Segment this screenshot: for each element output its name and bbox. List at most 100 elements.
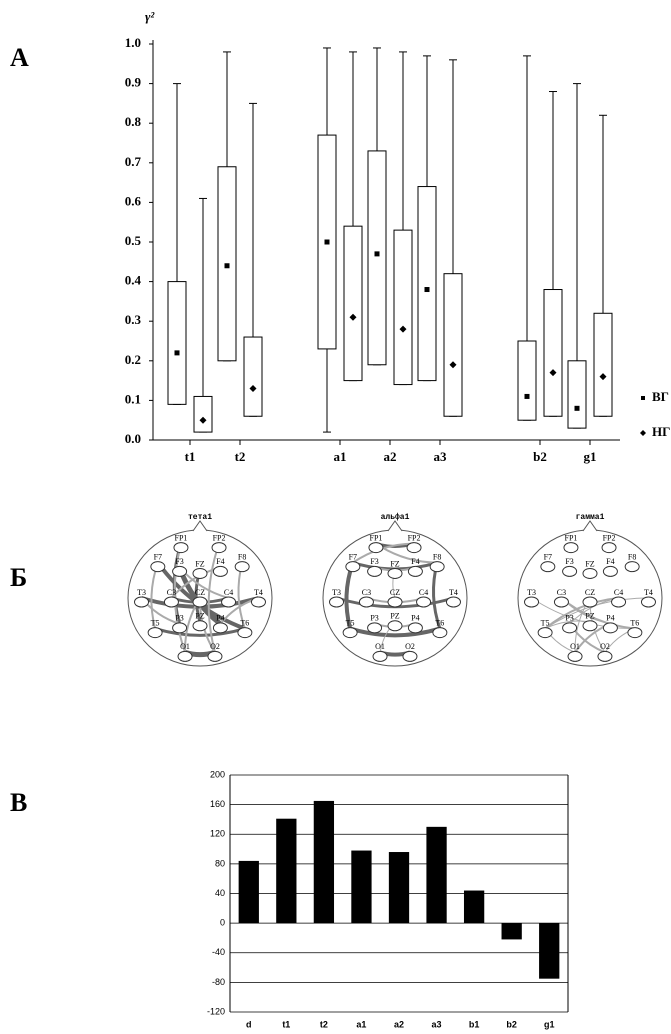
- electrode: [211, 542, 227, 554]
- electrode-label: C3: [362, 588, 371, 597]
- electrode-label: T3: [332, 588, 341, 597]
- electrode-label: FP2: [603, 533, 616, 542]
- head-title: гамма1: [576, 513, 605, 522]
- electrode: [367, 622, 383, 634]
- electrode-label: P3: [565, 614, 573, 623]
- y-tick-label: 0.1: [125, 391, 141, 406]
- electrode: [416, 596, 432, 608]
- electrode: [602, 565, 618, 577]
- electrode: [212, 565, 228, 577]
- electrode-label: C3: [167, 588, 176, 597]
- electrode: [601, 542, 617, 554]
- electrode-label: O2: [405, 642, 415, 651]
- connection: [207, 543, 220, 653]
- mean-marker: [599, 373, 607, 381]
- y-tick-label: 0.3: [125, 312, 142, 327]
- box: [567, 360, 587, 429]
- electrode-label: F8: [238, 552, 246, 561]
- panel-letter: В: [10, 788, 27, 817]
- bar: [426, 826, 447, 924]
- mean-marker: [349, 313, 357, 321]
- electrode-label: FZ: [390, 559, 399, 568]
- connection: [154, 627, 246, 637]
- electrode-label: T3: [527, 588, 536, 597]
- x-tick-label: b1: [469, 1019, 480, 1029]
- electrode-label: T5: [346, 618, 355, 627]
- electrode-label: T4: [254, 588, 263, 597]
- electrode: [172, 565, 188, 577]
- electrode: [624, 561, 640, 573]
- electrode-label: P4: [606, 614, 614, 623]
- panel-letter: Б: [10, 563, 27, 592]
- electrode-label: FP1: [370, 533, 383, 542]
- electrode-label: CZ: [390, 588, 400, 597]
- electrode: [163, 596, 179, 608]
- electrode-label: PZ: [585, 612, 594, 621]
- box: [417, 186, 437, 382]
- electrode: [221, 596, 237, 608]
- electrode-label: FZ: [195, 559, 204, 568]
- x-tick-label: b2: [533, 449, 547, 464]
- electrode-label: CZ: [195, 588, 205, 597]
- x-tick-label: a1: [334, 449, 347, 464]
- electrode: [567, 650, 583, 662]
- electrode: [537, 627, 553, 639]
- electrode-label: F8: [433, 552, 441, 561]
- connection: [544, 597, 619, 630]
- electrode-label: F3: [175, 557, 183, 566]
- box: [243, 336, 263, 417]
- electrode: [250, 596, 266, 608]
- electrode-label: O1: [180, 642, 190, 651]
- electrode-label: F7: [154, 552, 162, 561]
- electrode: [602, 622, 618, 634]
- panel-letter: А: [10, 43, 29, 72]
- y-axis-label: γ²: [145, 9, 155, 24]
- head-title: тета1: [188, 513, 212, 522]
- electrode: [432, 627, 448, 639]
- x-tick-label: a3: [432, 1019, 442, 1029]
- box: [443, 273, 463, 417]
- x-tick-label: a3: [434, 449, 448, 464]
- electrode-label: O2: [210, 642, 220, 651]
- mean-marker: [199, 416, 207, 424]
- electrode: [407, 622, 423, 634]
- electrode-label: FP2: [213, 533, 226, 542]
- electrode-label: FZ: [585, 559, 594, 568]
- mean-marker: [424, 287, 430, 293]
- electrode-label: F3: [370, 557, 378, 566]
- box: [367, 150, 387, 366]
- x-tick-label: b2: [506, 1019, 517, 1029]
- electrode-label: P4: [216, 614, 224, 623]
- electrode: [329, 596, 345, 608]
- mean-marker: [524, 393, 530, 399]
- electrode-label: T3: [137, 588, 146, 597]
- box: [593, 312, 613, 417]
- y-tick-label: 160: [210, 799, 225, 809]
- electrode: [134, 596, 150, 608]
- electrode-label: P4: [411, 614, 419, 623]
- y-tick-label: 0.6: [125, 193, 142, 208]
- mean-marker: [574, 405, 580, 411]
- electrode: [177, 650, 193, 662]
- electrode: [562, 565, 578, 577]
- y-tick-label: 0.9: [125, 75, 142, 90]
- electrode: [345, 561, 361, 573]
- x-tick-label: a1: [356, 1019, 366, 1029]
- y-tick-label: -40: [212, 947, 225, 957]
- electrode: [192, 596, 208, 608]
- electrode: [192, 620, 208, 632]
- bar: [238, 860, 259, 924]
- electrode: [445, 596, 461, 608]
- electrode-label: T5: [151, 618, 160, 627]
- electrode-label: CZ: [585, 588, 595, 597]
- mean-marker: [224, 263, 230, 269]
- mean-marker: [549, 369, 557, 377]
- electrode: [582, 596, 598, 608]
- y-tick-label: 0.7: [125, 154, 142, 169]
- y-tick-label: 40: [215, 888, 225, 898]
- electrode: [367, 565, 383, 577]
- electrode-label: C4: [614, 588, 623, 597]
- bar: [388, 852, 410, 924]
- head-title: альфа1: [381, 513, 410, 522]
